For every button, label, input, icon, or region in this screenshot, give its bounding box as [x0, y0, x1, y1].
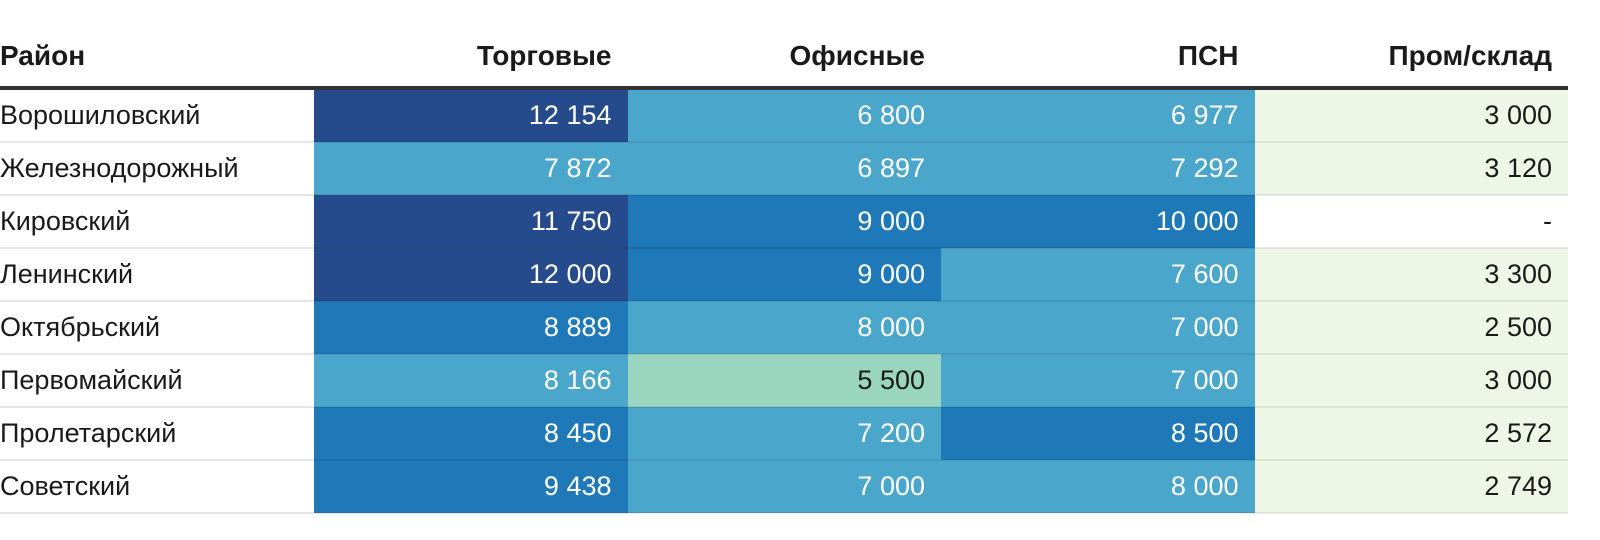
- value-cell-retail: 9 438: [314, 460, 628, 514]
- value-cell-industrial: 2 500: [1254, 301, 1568, 355]
- district-name: Ленинский: [0, 248, 314, 302]
- value-cell-industrial: 3 000: [1254, 354, 1568, 408]
- value-cell-psn: 7 000: [941, 301, 1255, 355]
- value-cell-psn: 10 000: [941, 195, 1255, 249]
- value-cell-retail: 8 889: [314, 301, 628, 355]
- column-header-industrial[interactable]: Пром/склад: [1254, 26, 1568, 90]
- value-cell-psn: 8 500: [941, 407, 1255, 461]
- value-cell-office: 7 200: [627, 407, 941, 461]
- value-cell-industrial: 2 572: [1254, 407, 1568, 461]
- heatmap-table-container: Район Торговые Офисные ПСН Пром/склад Во…: [0, 26, 1568, 514]
- district-name: Пролетарский: [0, 407, 314, 461]
- column-header-district[interactable]: Район: [0, 26, 314, 90]
- value-cell-industrial: -: [1254, 195, 1568, 249]
- value-cell-industrial: 3 000: [1254, 88, 1568, 143]
- value-cell-psn: 7 292: [941, 142, 1255, 196]
- table-row: Октябрьский 8 889 8 000 7 000 2 500: [0, 301, 1568, 355]
- value-cell-office: 7 000: [627, 460, 941, 514]
- value-cell-office: 6 897: [627, 142, 941, 196]
- district-name: Первомайский: [0, 354, 314, 408]
- heatmap-table: Район Торговые Офисные ПСН Пром/склад Во…: [0, 26, 1568, 514]
- value-cell-retail: 12 154: [314, 88, 628, 143]
- district-name: Железнодорожный: [0, 142, 314, 196]
- value-cell-psn: 8 000: [941, 460, 1255, 514]
- value-cell-psn: 6 977: [941, 88, 1255, 143]
- district-name: Октябрьский: [0, 301, 314, 355]
- table-row: Железнодорожный 7 872 6 897 7 292 3 120: [0, 142, 1568, 196]
- value-cell-retail: 11 750: [314, 195, 628, 249]
- district-name: Кировский: [0, 195, 314, 249]
- table-row: Пролетарский 8 450 7 200 8 500 2 572: [0, 407, 1568, 461]
- table-row: Советский 9 438 7 000 8 000 2 749: [0, 460, 1568, 514]
- value-cell-office: 5 500: [627, 354, 941, 408]
- value-cell-industrial: 3 300: [1254, 248, 1568, 302]
- value-cell-psn: 7 600: [941, 248, 1255, 302]
- value-cell-office: 6 800: [627, 88, 941, 143]
- value-cell-retail: 8 166: [314, 354, 628, 408]
- value-cell-office: 8 000: [627, 301, 941, 355]
- value-cell-office: 9 000: [627, 195, 941, 249]
- table-row: Ленинский 12 000 9 000 7 600 3 300: [0, 248, 1568, 302]
- table-row: Кировский 11 750 9 000 10 000-: [0, 195, 1568, 249]
- value-cell-industrial: 3 120: [1254, 142, 1568, 196]
- column-header-retail[interactable]: Торговые: [314, 26, 628, 90]
- value-cell-retail: 8 450: [314, 407, 628, 461]
- value-cell-retail: 7 872: [314, 142, 628, 196]
- value-cell-retail: 12 000: [314, 248, 628, 302]
- value-cell-industrial: 2 749: [1254, 460, 1568, 514]
- district-name: Ворошиловский: [0, 88, 314, 143]
- table-row: Ворошиловский 12 154 6 800 6 977 3 000: [0, 88, 1568, 143]
- value-cell-office: 9 000: [627, 248, 941, 302]
- table-body: Ворошиловский 12 154 6 800 6 977 3 000 Железн…: [0, 88, 1568, 514]
- header-row: Район Торговые Офисные ПСН Пром/склад: [0, 26, 1568, 90]
- column-header-psn[interactable]: ПСН: [941, 26, 1255, 90]
- table-row: Первомайский 8 166 5 500 7 000 3 000: [0, 354, 1568, 408]
- column-header-office[interactable]: Офисные: [627, 26, 941, 90]
- district-name: Советский: [0, 460, 314, 514]
- value-cell-psn: 7 000: [941, 354, 1255, 408]
